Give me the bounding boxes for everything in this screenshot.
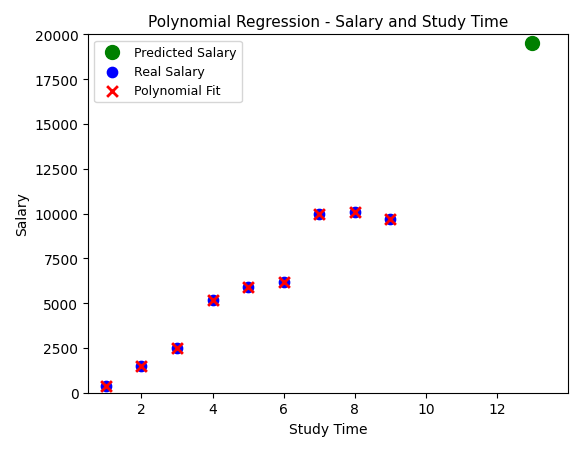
Polynomial Fit [350,209,359,216]
Real Salary [101,382,111,389]
Predicted Salary [528,41,537,48]
Real Salary [385,216,395,223]
Polynomial Fit [173,345,182,352]
Real Salary [244,284,253,291]
Polynomial Fit [101,382,111,389]
Real Salary [208,296,217,304]
Polynomial Fit [244,284,253,291]
Real Salary [350,209,359,216]
Legend: Predicted Salary, Real Salary, Polynomial Fit: Predicted Salary, Real Salary, Polynomia… [94,41,242,103]
Polynomial Fit [314,211,324,218]
Y-axis label: Salary: Salary [15,192,29,236]
Polynomial Fit [137,363,146,370]
Real Salary [314,211,324,218]
X-axis label: Study Time: Study Time [289,422,367,436]
Title: Polynomial Regression - Salary and Study Time: Polynomial Regression - Salary and Study… [148,15,508,30]
Polynomial Fit [279,278,289,285]
Polynomial Fit [385,216,395,223]
Polynomial Fit [208,296,217,304]
Real Salary [137,363,146,370]
Real Salary [173,345,182,352]
Real Salary [279,278,289,285]
